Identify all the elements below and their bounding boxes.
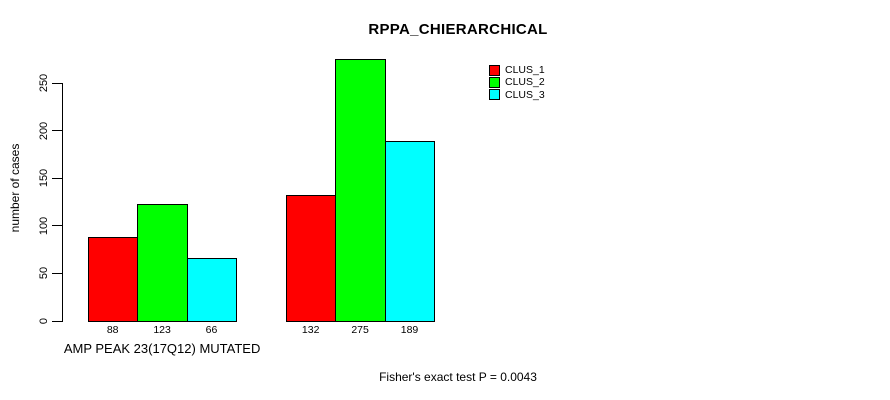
bar-clus_2 — [137, 203, 188, 322]
legend-color-swatch — [489, 64, 500, 76]
y-axis-tick — [52, 82, 62, 84]
bar-value-label: 123 — [153, 324, 171, 336]
legend-item: CLUS_2 — [489, 76, 545, 89]
bar-value-label: 88 — [106, 324, 119, 336]
stat-annotation: Fisher's exact test P = 0.0043 — [379, 370, 537, 384]
bar-clus_3 — [384, 141, 436, 322]
legend: CLUS_1 CLUS_2 CLUS_3 — [489, 64, 545, 101]
y-axis-tick — [52, 130, 62, 132]
bar-value-label: 66 — [205, 324, 218, 336]
legend-series-name: CLUS_1 — [505, 63, 545, 76]
bar-clus_1 — [286, 195, 337, 322]
y-tick-label: 150 — [38, 169, 50, 188]
y-axis-tick — [52, 177, 62, 179]
y-axis-line — [62, 83, 63, 322]
chart-title: RPPA_CHIERARCHICAL — [368, 21, 548, 38]
y-tick-label: 250 — [38, 73, 50, 93]
y-tick-label: 50 — [38, 267, 50, 280]
y-axis-tick — [52, 320, 62, 322]
bar-value-label: 132 — [301, 324, 320, 336]
y-tick-label: 100 — [38, 216, 50, 235]
bar-clus_2 — [335, 59, 386, 322]
bar-value-label: 275 — [351, 324, 369, 336]
bar-clus_1 — [88, 237, 139, 322]
legend-item: CLUS_3 — [489, 89, 545, 101]
y-axis-tick — [52, 272, 62, 274]
legend-color-swatch — [489, 77, 500, 89]
legend-series-name: CLUS_3 — [505, 88, 545, 101]
legend-series-name: CLUS_2 — [505, 76, 545, 89]
bar-clus_3 — [186, 258, 238, 322]
legend-item: CLUS_1 — [489, 64, 545, 76]
bar-value-label: 189 — [400, 324, 419, 336]
group-label: AMP PEAK 23(17Q12) MUTATED — [63, 341, 261, 356]
y-axis-tick — [52, 225, 62, 227]
y-tick-label: 200 — [38, 121, 50, 140]
y-tick-label: 0 — [38, 317, 50, 325]
legend-color-swatch — [489, 89, 500, 101]
